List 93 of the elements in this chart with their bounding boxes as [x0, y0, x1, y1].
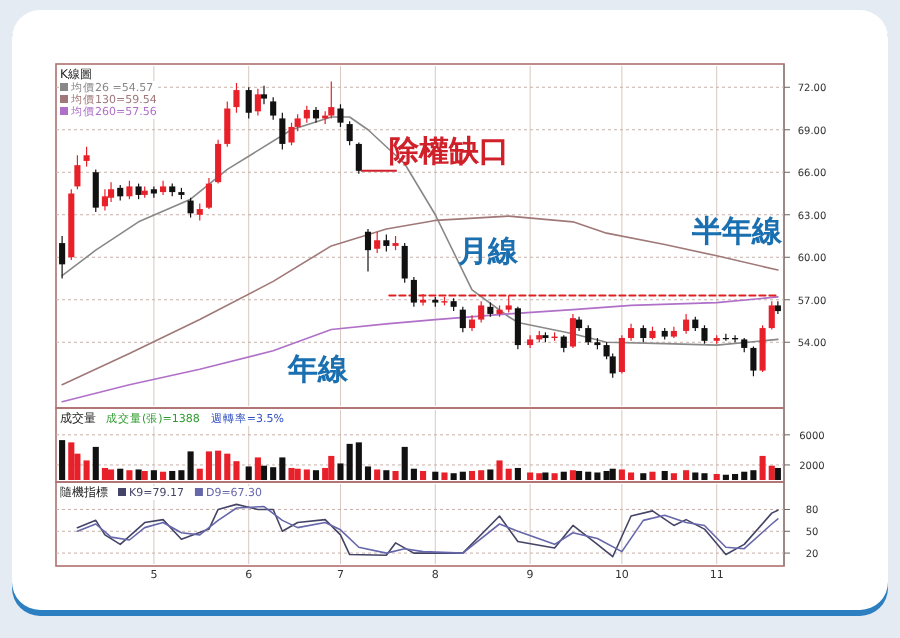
bar	[383, 470, 390, 480]
bar	[551, 473, 558, 480]
candlestick	[701, 324, 708, 345]
annotation: 月線	[455, 233, 520, 270]
candlestick	[279, 112, 286, 151]
candlestick	[683, 313, 690, 335]
candlestick	[459, 306, 466, 333]
candlestick	[126, 180, 133, 200]
bar	[303, 469, 310, 480]
bar	[312, 470, 320, 480]
bar	[542, 472, 549, 480]
candlestick	[759, 324, 766, 373]
candlestick	[768, 300, 775, 331]
candlestick	[288, 122, 295, 146]
candlestick	[187, 197, 194, 219]
bar	[141, 470, 148, 480]
bar	[288, 467, 295, 480]
candlestick	[74, 154, 81, 190]
candlestick	[774, 300, 781, 315]
bar	[328, 455, 335, 480]
candlestick	[328, 80, 335, 120]
bar	[560, 471, 567, 480]
bar	[683, 470, 690, 480]
candlestick	[254, 88, 261, 117]
bar	[260, 465, 268, 480]
candlestick	[92, 168, 99, 213]
bar	[487, 469, 494, 480]
bar	[187, 451, 194, 480]
bar	[254, 457, 261, 480]
candlestick	[215, 139, 222, 185]
candlestick	[478, 300, 485, 324]
bar	[68, 442, 75, 480]
candlestick	[260, 85, 268, 105]
candlestick	[245, 86, 252, 120]
annotation: 半年線	[689, 213, 784, 250]
bar	[374, 469, 381, 480]
candlestick	[364, 228, 372, 273]
candlestick	[618, 334, 625, 375]
bar	[774, 467, 781, 480]
bar	[92, 446, 99, 480]
candlestick	[270, 96, 277, 121]
bar	[640, 473, 647, 480]
candlestick	[150, 185, 157, 199]
candlestick	[410, 276, 417, 308]
bar	[83, 460, 90, 480]
bar	[108, 469, 115, 480]
bar	[150, 470, 157, 480]
bar	[649, 471, 656, 480]
candlestick	[569, 313, 576, 349]
bar	[245, 466, 252, 480]
bar	[101, 467, 108, 480]
candlestick	[355, 141, 362, 175]
line-series	[61, 296, 779, 403]
candlestick	[83, 146, 90, 168]
bar	[160, 471, 167, 480]
candlestick	[59, 235, 66, 280]
bar	[603, 470, 610, 480]
bar	[392, 470, 399, 480]
bar	[468, 470, 476, 480]
bar	[169, 470, 176, 480]
candlestick	[750, 345, 757, 377]
bar	[432, 471, 439, 480]
annotation: 年線	[285, 351, 350, 388]
bar	[459, 471, 466, 480]
bar	[569, 470, 576, 480]
bar	[661, 470, 668, 480]
candlestick	[514, 306, 521, 350]
bar	[420, 470, 427, 480]
candlestick	[585, 324, 592, 346]
candlestick	[224, 100, 231, 148]
candlestick	[337, 103, 344, 128]
candlestick	[205, 177, 212, 210]
line-series	[61, 215, 779, 386]
bar	[713, 473, 720, 480]
candlestick	[160, 180, 167, 196]
bar	[576, 470, 583, 480]
bar	[441, 472, 448, 480]
candlestick	[374, 231, 381, 254]
bar	[670, 473, 677, 480]
annotation: 除權缺口	[388, 133, 509, 170]
candlestick	[346, 120, 353, 146]
bar	[527, 472, 534, 480]
bar	[135, 469, 142, 480]
bar	[514, 467, 521, 480]
candlestick	[101, 188, 108, 212]
bar	[126, 470, 133, 480]
candlestick	[108, 181, 115, 203]
candlestick	[233, 82, 240, 114]
candlestick	[527, 334, 534, 349]
bar	[609, 468, 616, 480]
candlestick	[401, 242, 408, 284]
bar	[59, 440, 66, 480]
bar	[117, 468, 124, 480]
